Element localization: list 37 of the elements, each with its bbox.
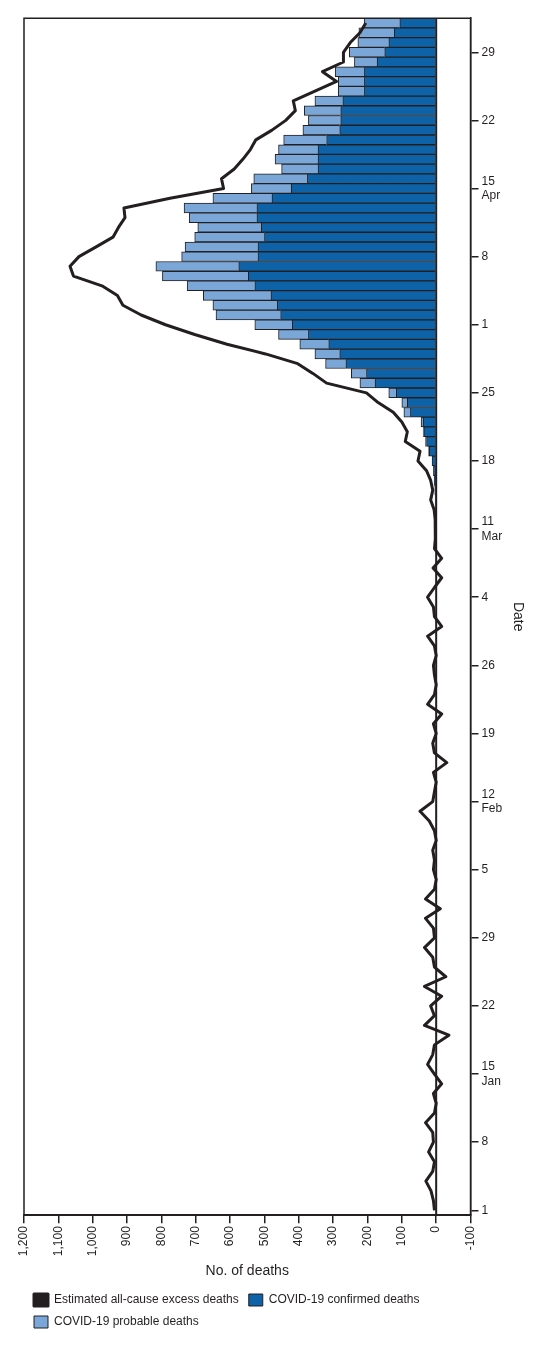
x-tick-label: 400: [291, 1225, 306, 1247]
y-tick-label: 29: [481, 930, 496, 945]
x-tick-label: 1,200: [16, 1225, 31, 1257]
x-tick-label: 1,000: [85, 1225, 100, 1257]
legend-label: COVID-19 probable deaths: [54, 1314, 199, 1329]
y-tick-label: 5: [481, 862, 489, 877]
x-tick-label: 300: [325, 1225, 340, 1247]
y-tick-label: 11 Mar: [481, 514, 503, 543]
y-tick-label: 18: [481, 453, 496, 468]
y-tick-label: 22: [481, 112, 496, 127]
x-tick-label: 100: [394, 1225, 409, 1247]
y-tick-label: 8: [481, 248, 489, 263]
x-tick-label: 700: [188, 1225, 203, 1247]
x-tick-label: 800: [153, 1225, 168, 1247]
y-tick-label: 22: [481, 998, 496, 1013]
y-tick-label: 1: [481, 317, 489, 332]
y-tick-label: 1: [481, 1202, 489, 1217]
y-tick-label: 15 Jan: [481, 1059, 501, 1088]
y-tick-label: 15 Apr: [481, 173, 501, 203]
x-tick-label: 200: [359, 1225, 374, 1247]
y-axis-title: Date: [510, 601, 527, 632]
y-tick-label: 12 Feb: [481, 786, 503, 816]
x-tick-label: 900: [119, 1225, 134, 1247]
x-tick-label: 1,100: [50, 1225, 65, 1257]
y-tick-label: 25: [481, 385, 496, 400]
x-tick-label: -100: [462, 1225, 477, 1251]
y-tick-label: 4: [481, 589, 489, 604]
x-axis-title: No. of deaths: [205, 1262, 289, 1279]
legend-label: Estimated all-cause excess deaths: [54, 1292, 239, 1307]
y-tick-label: 8: [481, 1134, 489, 1149]
y-tick-label: 19: [481, 725, 496, 740]
y-tick-label: 26: [481, 657, 496, 672]
y-tick-label: 29: [481, 44, 496, 59]
x-tick-label: 0: [428, 1225, 443, 1233]
x-tick-label: 500: [256, 1225, 271, 1247]
legend-label: COVID-19 confirmed deaths: [268, 1292, 420, 1307]
x-tick-label: 600: [222, 1225, 237, 1247]
